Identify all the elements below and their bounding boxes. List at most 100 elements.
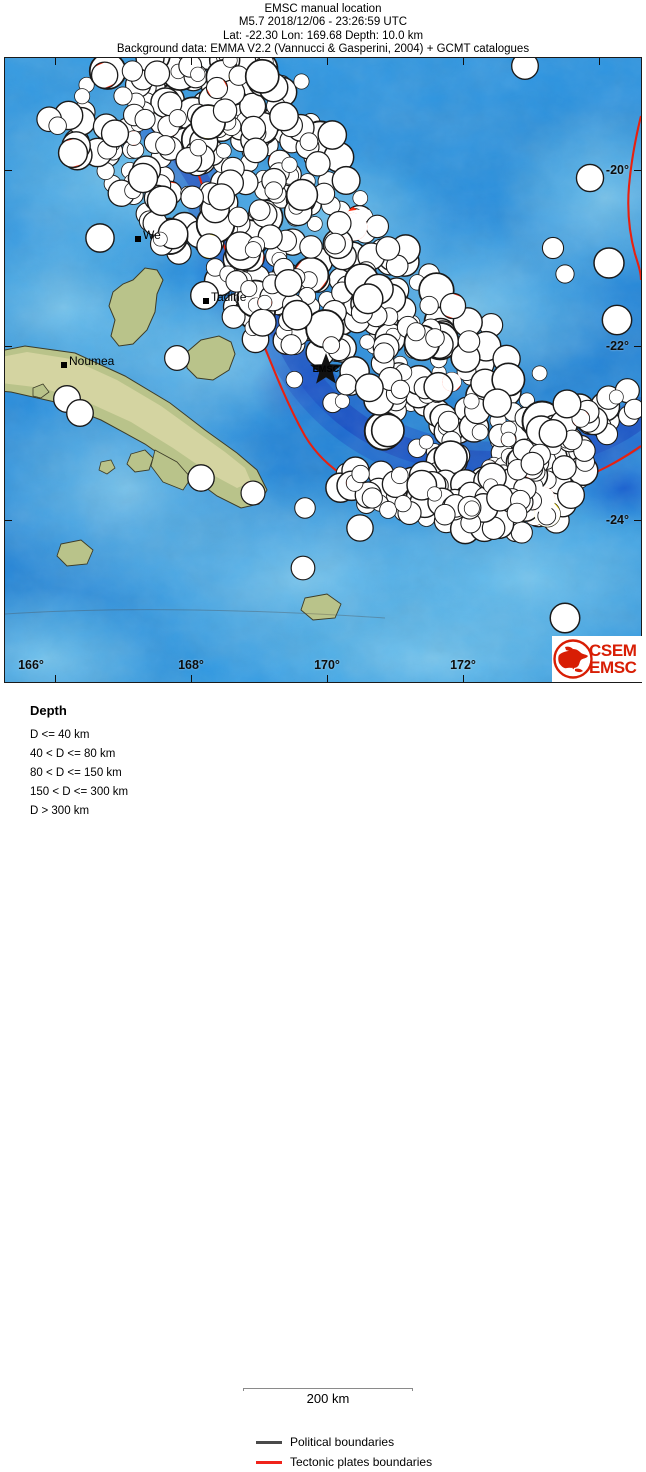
beachball [406, 322, 426, 342]
beachball [373, 342, 395, 364]
beachball [575, 163, 605, 193]
map-header: EMSC manual location M5.7 2018/12/06 - 2… [0, 0, 646, 57]
beachball [299, 235, 323, 259]
beachball [121, 60, 144, 82]
beachball [244, 241, 262, 259]
beachball [168, 109, 187, 128]
depth-label-4: D > 300 km [30, 804, 90, 817]
header-magnitude-time: M5.7 2018/12/06 - 23:26:59 UTC [238, 16, 408, 29]
lon-label-170: 170° [314, 658, 340, 672]
depth-label-1: 40 < D <= 80 km [30, 747, 116, 760]
beachball [127, 162, 159, 194]
beachball [57, 137, 89, 169]
logo-text-csem: CSEM [589, 641, 637, 660]
beachball [463, 500, 480, 517]
beachball [426, 486, 443, 502]
tectonic-line-swatch [256, 1460, 282, 1464]
logo-text-emsc: EMSC [589, 658, 637, 677]
lon-tick-166 [55, 675, 56, 682]
lat-tick-22 [634, 346, 641, 347]
scale-bar: 200 km [243, 1388, 413, 1410]
lat-label-24: -24° [605, 513, 629, 527]
beachball [248, 269, 303, 313]
beachball [531, 365, 548, 382]
beachball [471, 423, 489, 441]
beachball [290, 555, 316, 581]
beachball [394, 495, 412, 513]
lon-tick-top-172 [463, 58, 464, 65]
beachball [264, 181, 283, 200]
beachball [100, 119, 130, 148]
political-boundaries [5, 609, 386, 619]
beachball [375, 236, 401, 261]
beachball [433, 440, 468, 475]
line-legend-row-tectonic: Tectonic plates boundaries [256, 1452, 516, 1472]
city-label-tadine: Tadine [211, 290, 247, 304]
beachball [305, 151, 331, 177]
beachball [511, 58, 539, 80]
beachball [285, 370, 304, 389]
beachball [146, 185, 178, 217]
beachball [439, 292, 467, 320]
beachball [143, 60, 171, 87]
beachball [152, 231, 168, 247]
beachball [482, 388, 513, 418]
beachball [520, 451, 545, 476]
lat-tick-left-24 [5, 520, 12, 521]
beachball [334, 393, 350, 409]
beachball [190, 280, 220, 310]
beachball [437, 410, 460, 433]
beachball [593, 247, 625, 279]
line-legend-row-political: Political boundaries [256, 1432, 516, 1452]
beachball [212, 98, 238, 123]
beachball [551, 455, 577, 481]
lat-tick-left-22 [5, 346, 12, 347]
beachball [207, 183, 236, 211]
beachball [293, 73, 310, 90]
beachball [228, 206, 249, 228]
map-canvas[interactable] [5, 58, 641, 682]
political-line-label: Political boundaries [290, 1435, 395, 1449]
beachball [164, 345, 190, 371]
beachball [90, 61, 119, 89]
beachball [48, 116, 67, 135]
globe-icon [553, 639, 593, 679]
city-marker [61, 362, 67, 368]
beachball [180, 185, 204, 210]
beachball [379, 501, 397, 519]
lat-tick-left-20 [5, 170, 12, 171]
city-marker [135, 236, 141, 242]
lat-tick-24 [634, 520, 641, 521]
beachball [240, 115, 267, 142]
lat-label-22: -22° [605, 339, 629, 353]
beachball [608, 389, 624, 405]
beachball [538, 419, 568, 448]
beachball [294, 497, 316, 519]
lon-tick-top-168 [191, 58, 192, 65]
beachball [189, 138, 207, 157]
beachball [390, 379, 411, 400]
beachball [457, 330, 481, 353]
csem-emsc-logo[interactable]: CSEM EMSC [552, 636, 642, 682]
legend-panel: Depth D <= 40 km 40 < D <= 80 km 80 < D … [0, 683, 646, 1469]
depth-legend: Depth D <= 40 km 40 < D <= 80 km 80 < D … [30, 703, 230, 820]
lon-tick-172 [463, 675, 464, 682]
epicentre-marker[interactable]: EMSC [309, 352, 343, 386]
tectonic-line-label: Tectonic plates boundaries [290, 1455, 433, 1469]
beachball [281, 299, 313, 331]
header-title: EMSC manual location [264, 3, 382, 15]
lat-label-20: -20° [605, 163, 629, 177]
beachball [248, 199, 271, 222]
beachball [196, 233, 223, 260]
beachball [359, 334, 375, 350]
beachball [285, 178, 319, 212]
beachball [351, 464, 370, 484]
header-background-data: Background data: EMMA V2.2 (Vannucci & G… [116, 43, 530, 56]
depth-label-3: 150 < D <= 300 km [30, 785, 129, 798]
map-frame[interactable]: 166° 168° 170° 172° -20° -22° -24° We Ta… [4, 57, 642, 683]
beachball [280, 334, 302, 356]
depth-legend-row: D <= 40 km [30, 725, 230, 744]
lon-tick-top-166 [55, 58, 56, 65]
beachball [391, 466, 409, 485]
lon-label-172: 172° [450, 658, 476, 672]
